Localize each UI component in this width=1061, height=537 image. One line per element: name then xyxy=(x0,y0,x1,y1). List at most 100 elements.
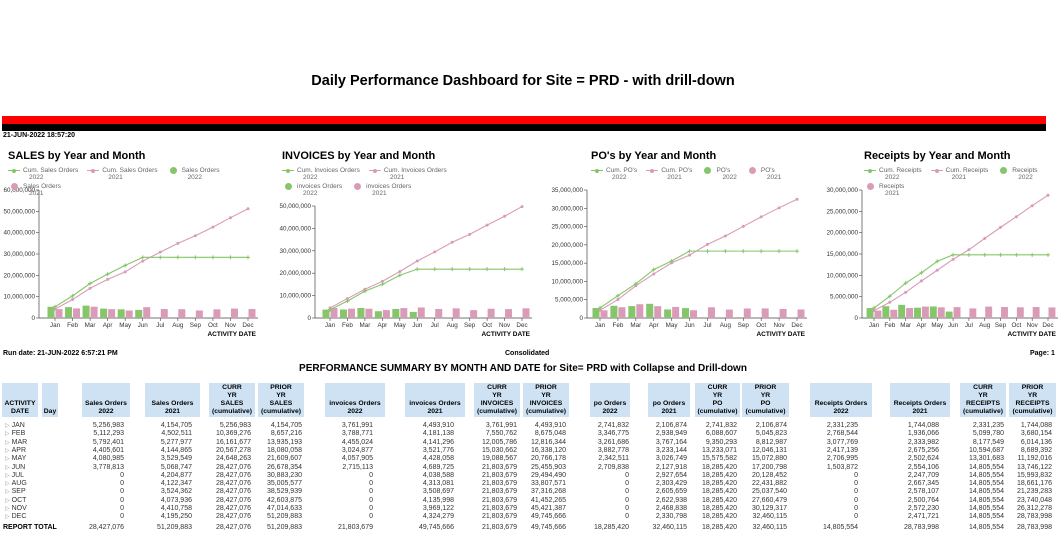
x-tick-label: Aug xyxy=(720,322,732,329)
legend-item[interactable]: Cum. Receipts 2021 xyxy=(930,167,988,181)
legend-item[interactable]: Cum. Sales Orders 2022 xyxy=(8,167,78,181)
legend-item[interactable]: Sales Orders 2022 xyxy=(167,167,220,181)
bar-2021 xyxy=(874,310,882,318)
x-tick-label: Jan xyxy=(325,322,336,329)
cum-point-2022 xyxy=(982,252,987,257)
legend-item[interactable]: Cum. Invoices Orders 2022 xyxy=(282,167,360,181)
legend-item[interactable]: Receipts 2021 xyxy=(864,183,904,197)
column-header-line: po Orders xyxy=(593,400,627,407)
month-label: MAY xyxy=(11,455,27,463)
column-header[interactable]: CURR YR PO (cumulative) xyxy=(695,383,740,417)
column-header[interactable]: PRIOR YR SALES (cumulative) xyxy=(258,383,304,417)
table-cell: 4,154,705 xyxy=(270,422,302,429)
column-header[interactable]: Sales Orders 2022 xyxy=(82,383,130,417)
column-header[interactable]: po Orders 2021 xyxy=(648,383,690,417)
y-tick-label: 15,000,000 xyxy=(551,260,583,267)
dot-marker-icon xyxy=(8,183,20,190)
column-header[interactable]: CURR YR SALES (cumulative) xyxy=(209,383,255,417)
column-header[interactable]: PRIOR YR INVOICES (cumulative) xyxy=(523,383,569,417)
table-cell: 4,455,024 xyxy=(341,438,373,446)
table-cell: 13,301,683 xyxy=(968,455,1004,463)
month-row-toggle[interactable]: ▷ DEC xyxy=(5,513,26,521)
month-row-toggle[interactable]: ▷ SEP xyxy=(5,488,26,496)
legend-item[interactable]: Sales Orders 2021 xyxy=(8,183,61,197)
column-header[interactable]: CURR YR INVOICES (cumulative) xyxy=(474,383,520,417)
y-tick-label: 0 xyxy=(579,315,583,322)
legend-item[interactable]: Cum. PO's 2022 xyxy=(591,167,637,181)
column-header[interactable]: invoices Orders 2021 xyxy=(405,383,465,417)
month-row-toggle[interactable]: ▷ AUG xyxy=(5,480,27,488)
table-cell: 15,072,880 xyxy=(751,455,787,463)
expand-triangle-icon: ▷ xyxy=(5,489,10,496)
legend-label: invoices Orders 2022 xyxy=(297,183,343,197)
month-row-toggle[interactable]: ▷ MAY xyxy=(5,455,26,463)
bar-2021 xyxy=(55,309,63,318)
table-cell: 51,209,883 xyxy=(266,513,302,521)
x-tick-label: Dec xyxy=(1042,322,1053,329)
table-cell: 3,761,991 xyxy=(341,422,373,429)
month-row-toggle[interactable]: ▷ MAR xyxy=(5,439,27,447)
legend-item[interactable]: Receipts 2022 xyxy=(997,167,1038,181)
month-row-toggle[interactable]: ▷ FEB xyxy=(5,430,25,438)
column-header[interactable]: ACTIVITY DATE xyxy=(2,383,38,417)
legend-item[interactable]: Cum. Invoices Orders 2021 xyxy=(368,167,447,181)
cum-point-2021 xyxy=(468,232,472,236)
column-header-line: RECEIPTS xyxy=(1015,400,1050,407)
line-marker-icon xyxy=(282,167,294,174)
table-cell: 0 xyxy=(369,480,373,488)
column-header[interactable]: CURR YR RECEIPTS (cumulative) xyxy=(960,383,1006,417)
column-header[interactable]: PRIOR YR PO (cumulative) xyxy=(742,383,789,417)
column-header-line: YR xyxy=(492,392,502,399)
y-tick-label: 30,000,000 xyxy=(551,205,583,212)
month-row-toggle[interactable]: ▷ JUL xyxy=(5,472,24,480)
column-header[interactable]: PRIOR YR RECEIPTS (cumulative) xyxy=(1009,383,1056,417)
column-header[interactable]: Receipts Orders 2021 xyxy=(890,383,950,417)
table-cell: 7,550,762 xyxy=(485,430,517,438)
column-header[interactable]: Receipts Orders 2022 xyxy=(810,383,872,417)
legend-item[interactable]: invoices Orders 2022 xyxy=(282,183,342,197)
x-axis-label: ACTIVITY DATE xyxy=(207,331,256,338)
month-row-toggle[interactable]: ▷ NOV xyxy=(5,505,27,513)
column-header[interactable]: Day xyxy=(42,383,58,417)
month-row-toggle[interactable]: ▷ APR xyxy=(5,447,26,455)
bar-2022 xyxy=(866,308,874,318)
total-cell: 21,803,679 xyxy=(337,524,373,531)
x-tick-label: Mar xyxy=(359,322,370,329)
legend-item[interactable]: PO's 2021 xyxy=(746,167,781,181)
y-tick-label: 20,000,000 xyxy=(279,270,311,277)
column-header[interactable]: invoices Orders 2022 xyxy=(325,383,385,417)
table-cell: 0 xyxy=(369,488,373,496)
y-tick-label: 20,000,000 xyxy=(551,242,583,249)
bar-2021 xyxy=(725,309,733,318)
month-row-toggle[interactable]: ▷ JAN xyxy=(5,422,25,430)
x-tick-label: Sep xyxy=(464,322,476,329)
table-cell: 41,452,265 xyxy=(530,496,566,504)
column-header-line: INVOICES xyxy=(529,400,563,407)
cum-point-2021 xyxy=(345,297,349,301)
legend-item[interactable]: Cum. Receipts 2022 xyxy=(864,167,922,181)
legend-item[interactable]: Cum. Sales Orders 2021 xyxy=(87,167,158,181)
expand-triangle-icon: ▷ xyxy=(5,506,10,512)
y-tick-label: 10,000,000 xyxy=(551,278,583,285)
table-cell: 0 xyxy=(625,488,629,496)
table-cell: 0 xyxy=(120,505,124,512)
cum-point-2022 xyxy=(140,255,145,260)
legend-item[interactable]: PO's 2022 xyxy=(701,167,737,181)
table-cell: 3,521,776 xyxy=(422,446,454,454)
column-header[interactable]: Sales Orders 2021 xyxy=(145,383,200,417)
x-tick-label: Dec xyxy=(791,322,802,329)
table-cell: 13,935,193 xyxy=(266,438,302,446)
table-cell: 19,088,567 xyxy=(481,455,517,463)
legend-item[interactable]: invoices Orders 2021 xyxy=(351,183,411,197)
column-header[interactable]: po Orders 2022 xyxy=(590,383,630,417)
chart-legend: Cum. Sales Orders 2022 Cum. Sales Orders 20… xyxy=(8,167,263,199)
legend-item[interactable]: Cum. PO's 2021 xyxy=(646,167,692,181)
table-cell: 2,417,139 xyxy=(826,446,858,454)
x-tick-label: Mar xyxy=(85,322,96,329)
table-cell: 18,285,420 xyxy=(701,496,737,504)
line-marker-icon xyxy=(8,167,20,174)
legend-label: Cum. Sales Orders 2021 xyxy=(102,167,158,181)
month-row-toggle[interactable]: ▷ OCT xyxy=(5,497,26,505)
month-row-toggle[interactable]: ▷ JUN xyxy=(5,464,25,472)
cum-point-2022 xyxy=(345,299,350,304)
